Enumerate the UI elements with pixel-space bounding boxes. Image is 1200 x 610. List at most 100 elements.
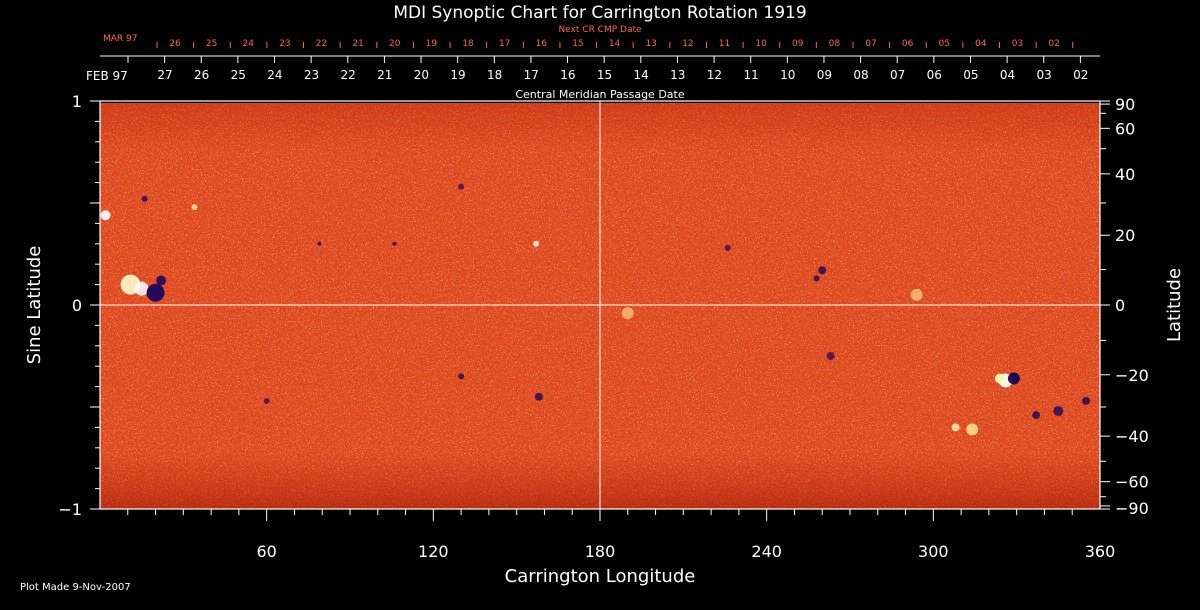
next-cr-day-label: 14 xyxy=(609,39,621,49)
y-axis-right-label: Latitude xyxy=(1164,268,1185,342)
next-cr-day-label: 06 xyxy=(902,39,914,49)
cmp-day-label: 18 xyxy=(487,68,502,82)
next-cr-day-label: 21 xyxy=(352,39,363,49)
x-tick-label: 300 xyxy=(918,542,949,561)
next-cr-day-label: 13 xyxy=(645,39,656,49)
y-right-tick-label: 90 xyxy=(1115,95,1135,114)
next-cr-day-label: 05 xyxy=(939,39,950,49)
cmp-start-month: FEB 97 xyxy=(86,69,128,83)
next-cr-day-label: 23 xyxy=(279,39,290,49)
next-cr-day-label: 07 xyxy=(865,39,876,49)
next-cr-day-label: 11 xyxy=(719,39,730,49)
next-cr-day-label: 19 xyxy=(426,39,438,49)
magnetic-feature xyxy=(621,307,634,320)
next-cr-day-label: 15 xyxy=(572,39,583,49)
y-right-tick-label: 20 xyxy=(1115,226,1135,245)
cmp-day-label: 10 xyxy=(780,68,795,82)
y-right-tick-label: 60 xyxy=(1115,119,1135,138)
sine-latitude-axis: 1 0 −1 xyxy=(58,92,100,519)
x-tick-label: 180 xyxy=(585,542,616,561)
x-tick-label: 60 xyxy=(256,542,276,561)
magnetic-feature xyxy=(910,288,923,301)
cmp-day-label: 21 xyxy=(377,68,392,82)
x-tick-label: 240 xyxy=(751,542,782,561)
magnetic-feature xyxy=(392,241,397,246)
y-right-tick-label: −60 xyxy=(1115,473,1149,492)
cmp-day-label: 11 xyxy=(743,68,758,82)
chart-title: MDI Synoptic Chart for Carrington Rotati… xyxy=(393,3,806,23)
magnetic-feature xyxy=(134,281,149,296)
next-cr-day-label: 02 xyxy=(1048,39,1059,49)
magnetic-feature xyxy=(818,266,827,275)
y-right-tick-label: 40 xyxy=(1115,165,1135,184)
next-cr-day-label: 08 xyxy=(829,39,841,49)
cmp-day-label: 12 xyxy=(707,68,722,82)
cmp-day-label: 15 xyxy=(597,68,612,82)
next-cr-day-label: 24 xyxy=(243,39,255,49)
cmp-day-label: 04 xyxy=(1000,68,1015,82)
magnetic-feature xyxy=(100,210,111,221)
cmp-day-label: 07 xyxy=(890,68,905,82)
next-cr-day-label: 09 xyxy=(792,39,804,49)
x-tick-label: 360 xyxy=(1085,542,1116,561)
cmp-day-label: 08 xyxy=(853,68,868,82)
magnetic-feature xyxy=(141,195,148,202)
next-cr-day-label: 03 xyxy=(1012,39,1023,49)
next-cr-day-label: 04 xyxy=(975,39,987,49)
cmp-day-label: 14 xyxy=(634,68,649,82)
magnetic-feature xyxy=(951,423,960,432)
magnetic-feature xyxy=(156,275,167,286)
next-cr-day-label: 18 xyxy=(462,39,474,49)
cmp-day-label: 25 xyxy=(231,68,246,82)
magnetic-feature xyxy=(146,283,165,302)
plot-made-footer: Plot Made 9-Nov-2007 xyxy=(20,582,131,593)
active-regions xyxy=(100,183,1091,436)
cmp-day-label: 17 xyxy=(524,68,539,82)
y-axis-left-label: Sine Latitude xyxy=(24,246,45,365)
cmp-day-label: 19 xyxy=(450,68,465,82)
cmp-day-label: 20 xyxy=(414,68,429,82)
latitude-axis: 90 60 40 20 0 −20 −40 −60 −90 xyxy=(1100,95,1149,518)
y-right-tick-label: −40 xyxy=(1115,427,1149,446)
next-cr-day-label: 26 xyxy=(169,39,181,49)
cmp-day-label: 06 xyxy=(927,68,942,82)
next-cr-day-label: 25 xyxy=(206,39,217,49)
next-cr-axis-label: Next CR CMP Date xyxy=(558,25,642,35)
y-right-tick-label: −20 xyxy=(1115,366,1149,385)
magnetic-feature xyxy=(263,397,270,404)
magnetic-feature xyxy=(1007,372,1020,385)
cmp-axis-label: Central Meridian Passage Date xyxy=(515,88,684,101)
y-left-tick-label: 0 xyxy=(72,296,82,315)
next-cr-start-month: MAR 97 xyxy=(103,34,138,44)
cmp-date-axis: 27 26 25 24 23 22 21 20 19 18 17 16 15 14 13 12 11 10 09 08… xyxy=(100,55,1100,82)
magnetic-feature xyxy=(1082,396,1091,405)
next-cr-day-label: 12 xyxy=(682,39,693,49)
cmp-day-label: 13 xyxy=(670,68,685,82)
x-tick-label: 120 xyxy=(418,542,449,561)
magnetic-feature xyxy=(995,373,1005,384)
y-left-tick-label: 1 xyxy=(72,92,82,111)
next-cr-day-label: 16 xyxy=(536,39,548,49)
next-cr-date-axis: 26 25 24 23 22 21 20 19 18 17 16 15 14 13 12 11 10 09 08 07… xyxy=(156,39,1074,49)
magnetic-feature xyxy=(458,183,465,190)
next-cr-day-label: 22 xyxy=(316,39,327,49)
cmp-day-label: 03 xyxy=(1036,68,1051,82)
longitude-axis: 60 120 180 240 300 360 xyxy=(127,509,1116,561)
cmp-day-label: 09 xyxy=(817,68,832,82)
next-cr-day-label: 20 xyxy=(389,39,401,49)
magnetic-feature xyxy=(1053,406,1064,417)
magnetic-feature xyxy=(534,392,543,401)
magnetic-feature xyxy=(191,204,198,211)
cmp-day-label: 27 xyxy=(157,68,172,82)
magnetic-feature xyxy=(1032,411,1041,420)
magnetic-feature xyxy=(533,240,540,247)
magnetic-feature xyxy=(966,423,979,436)
y-left-tick-label: −1 xyxy=(58,500,82,519)
next-cr-day-label: 17 xyxy=(499,39,510,49)
magnetic-feature xyxy=(826,352,835,360)
cmp-day-label: 05 xyxy=(963,68,978,82)
cmp-day-label: 23 xyxy=(304,68,319,82)
cmp-day-label: 26 xyxy=(194,68,209,82)
cmp-day-label: 16 xyxy=(560,68,575,82)
